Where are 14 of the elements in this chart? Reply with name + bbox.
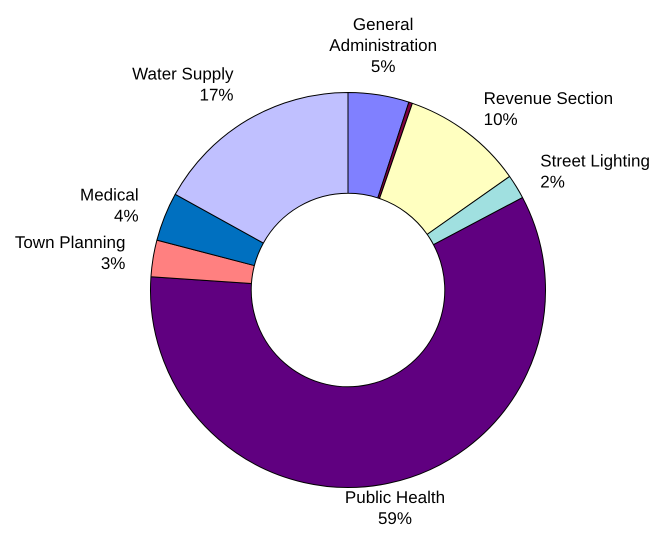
slice-label: Public Health — [344, 488, 446, 508]
slice-label: Water Supply — [132, 64, 234, 84]
data-label: 10% — [484, 110, 518, 130]
data-label: 17% — [199, 85, 234, 104]
data-label: 59% — [378, 509, 412, 528]
slice-label: General Administration — [329, 14, 438, 55]
slice-label: Revenue Section — [484, 89, 614, 108]
data-label: 4% — [114, 206, 139, 226]
slice-label: Medical — [80, 185, 139, 204]
data-label: 5% — [370, 56, 396, 76]
data-label: 3% — [100, 254, 126, 273]
slice-label: Street Lighting — [540, 151, 650, 170]
data-label: 2% — [540, 172, 565, 192]
slice-label: Town Planning — [14, 232, 126, 252]
